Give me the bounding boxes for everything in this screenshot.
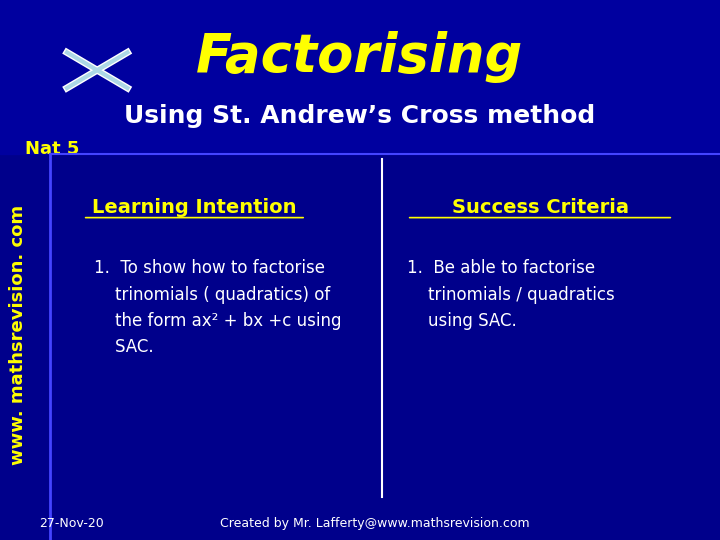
Text: 27-Nov-20: 27-Nov-20 — [40, 517, 104, 530]
Text: 1.  Be able to factorise
    trinomials / quadratics
    using SAC.: 1. Be able to factorise trinomials / qua… — [407, 259, 615, 330]
Text: Factorising: Factorising — [197, 31, 523, 83]
Text: Success Criteria: Success Criteria — [451, 198, 629, 218]
Text: Nat 5: Nat 5 — [25, 139, 80, 158]
Text: 1.  To show how to factorise
    trinomials ( quadratics) of
    the form ax² + : 1. To show how to factorise trinomials (… — [94, 259, 341, 356]
Bar — [0, 0, 720, 154]
Text: Created by Mr. Lafferty@www.mathsrevision.com: Created by Mr. Lafferty@www.mathsrevisio… — [220, 517, 529, 530]
Text: www. mathsrevision. com: www. mathsrevision. com — [9, 205, 27, 465]
Text: Using St. Andrew’s Cross method: Using St. Andrew’s Cross method — [125, 104, 595, 128]
Text: Learning Intention: Learning Intention — [92, 198, 297, 218]
